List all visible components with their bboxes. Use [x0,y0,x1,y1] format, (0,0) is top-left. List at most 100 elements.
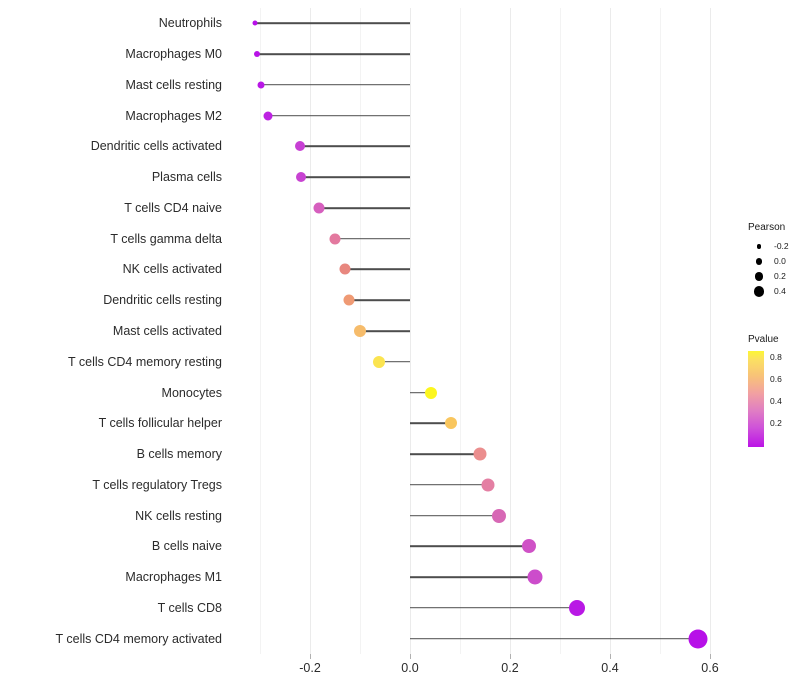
gridline-minor [660,8,661,654]
pvalue-color-legend: Pvalue 0.8 0.6 0.4 0.2 [748,335,800,447]
pearson-legend-item: 0.0 [748,254,800,269]
x-axis-tick-label: 0.2 [501,661,519,675]
y-axis-tick-label: B cells naive [151,539,222,554]
pearson-legend-label: 0.4 [774,286,786,297]
lollipop-stem [410,637,698,640]
lollipop-dot[interactable] [521,539,536,554]
lollipop-dot[interactable] [444,417,457,430]
x-axis-tick-label: 0.0 [401,661,419,675]
pvalue-legend-label: 0.8 [770,351,782,362]
lollipop-stem [410,453,480,455]
pearson-size-legend: Pearson -0.2 0.0 0.2 0.4 [748,223,800,299]
pearson-legend-item: 0.2 [748,269,800,284]
lollipop-stem [378,360,410,363]
y-axis-tick-label: T cells CD8 [157,600,222,615]
y-axis-labels: Neutrophils Macrophages M0 Mast cells rest… [0,8,223,654]
pearson-legend-item: 0.4 [748,284,800,299]
x-axis-tick-label: 0.4 [601,661,619,675]
y-axis-tick-label: B cells memory [136,446,222,461]
lollipop-stem [410,484,488,486]
pearson-legend-dot [748,239,770,254]
y-axis-tick-label: Mast cells resting [125,77,222,92]
y-axis-tick-label: Dendritic cells activated [90,139,222,154]
lollipop-dot[interactable] [527,569,543,585]
y-axis-tick-label: Mast cells activated [112,323,222,338]
gridline-major [510,8,511,654]
pvalue-legend-label: 0.4 [770,395,782,406]
lollipop-stem [349,299,410,302]
x-axis-tick-label: -0.2 [299,661,321,675]
x-axis: -0.2 0.0 0.2 0.4 0.6 [0,654,800,694]
lollipop-stem [318,207,410,209]
pvalue-colorbar-wrap: 0.8 0.6 0.4 0.2 [748,351,800,447]
lollipop-stem [360,330,410,332]
pearson-legend-dot [748,269,770,284]
lollipop-dot[interactable] [425,386,437,399]
gridline-major [710,8,711,654]
lollipop-stem [410,422,451,425]
y-axis-tick-label: T cells follicular helper [98,416,222,431]
lollipop-dot[interactable] [313,202,324,214]
lollipop-dot[interactable] [473,447,487,461]
lollipop-dot[interactable] [568,599,585,616]
y-axis-tick-label: T cells CD4 naive [124,200,222,215]
lollipop-dot[interactable] [491,508,506,523]
y-axis-tick-label: Macrophages M2 [125,108,222,123]
lollipop-dot[interactable] [329,233,341,245]
lollipop-stem [410,391,431,394]
lollipop-stem [261,84,410,86]
lollipop-dot[interactable] [252,20,258,26]
lollipop-dot[interactable] [343,294,355,306]
x-axis-tick-mark [310,654,311,659]
x-axis-tick-mark [710,654,711,659]
lollipop-dot[interactable] [339,263,350,275]
lollipop-dot[interactable] [295,141,305,152]
lollipop-dot[interactable] [257,81,265,89]
pearson-legend-item: -0.2 [748,239,800,254]
lollipop-stem [410,545,529,548]
lollipop-dot[interactable] [481,478,495,492]
pearson-legend-title: Pearson [748,222,786,233]
legend-area: Pearson -0.2 0.0 0.2 0.4 Pvalue 0.8 0.6 0.4 0.… [748,195,800,465]
pvalue-colorbar [748,351,764,447]
lollipop-stem [335,237,410,240]
y-axis-tick-label: T cells regulatory Tregs [92,477,222,492]
pvalue-legend-title: Pvalue [748,334,779,345]
y-axis-tick-label: Plasma cells [151,169,222,184]
y-axis-tick-label: Neutrophils [158,16,222,31]
gridline-minor [460,8,461,654]
lollipop-stem [410,576,535,578]
gridline-major [310,8,311,654]
lollipop-dot[interactable] [688,629,707,649]
y-axis-tick-label: Dendritic cells resting [103,292,222,307]
y-axis-tick-label: T cells CD4 memory resting [68,354,222,369]
lollipop-stem [410,514,499,517]
lollipop-dot[interactable] [372,355,385,368]
y-axis-tick-label: NK cells resting [135,508,222,523]
pvalue-legend-label: 0.2 [770,417,782,428]
x-axis-tick-mark [610,654,611,659]
pearson-legend-dot [748,284,770,299]
pearson-legend-dot [748,254,770,269]
x-axis-tick-mark [510,654,511,659]
lollipop-stem [344,268,410,271]
x-axis-tick-label: 0.6 [701,661,719,675]
lollipop-stem [257,53,410,55]
y-axis-tick-label: Monocytes [161,385,222,400]
pvalue-legend-label: 0.6 [770,373,782,384]
y-axis-tick-label: NK cells activated [122,262,222,277]
gridline-major [410,8,411,654]
pearson-legend-label: -0.2 [774,241,789,252]
lollipop-stem [300,145,410,148]
lollipop-stem [410,607,577,609]
pearson-legend-label: 0.0 [774,256,786,267]
lollipop-dot[interactable] [354,325,366,337]
lollipop-dot[interactable] [263,111,272,121]
x-axis-tick-mark [410,654,411,659]
gridline-minor [260,8,261,654]
y-axis-tick-label: T cells gamma delta [110,231,222,246]
y-axis-tick-label: Macrophages M0 [125,46,222,61]
lollipop-dot[interactable] [295,172,306,183]
lollipop-dot[interactable] [254,51,260,58]
